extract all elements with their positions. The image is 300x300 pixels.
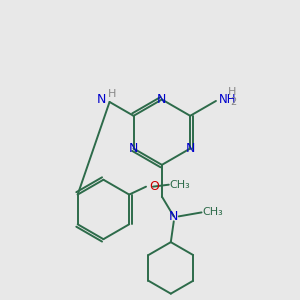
Text: H: H xyxy=(228,87,236,97)
Text: N: N xyxy=(129,142,138,155)
Text: N: N xyxy=(169,210,178,223)
Text: CH₃: CH₃ xyxy=(202,207,223,218)
Text: O: O xyxy=(149,180,159,193)
Text: H: H xyxy=(108,89,117,99)
Text: 2: 2 xyxy=(230,97,236,107)
Text: CH₃: CH₃ xyxy=(170,180,190,190)
Text: N: N xyxy=(97,94,106,106)
Text: N: N xyxy=(185,142,195,155)
Text: N: N xyxy=(157,93,167,106)
Text: NH: NH xyxy=(219,94,236,106)
